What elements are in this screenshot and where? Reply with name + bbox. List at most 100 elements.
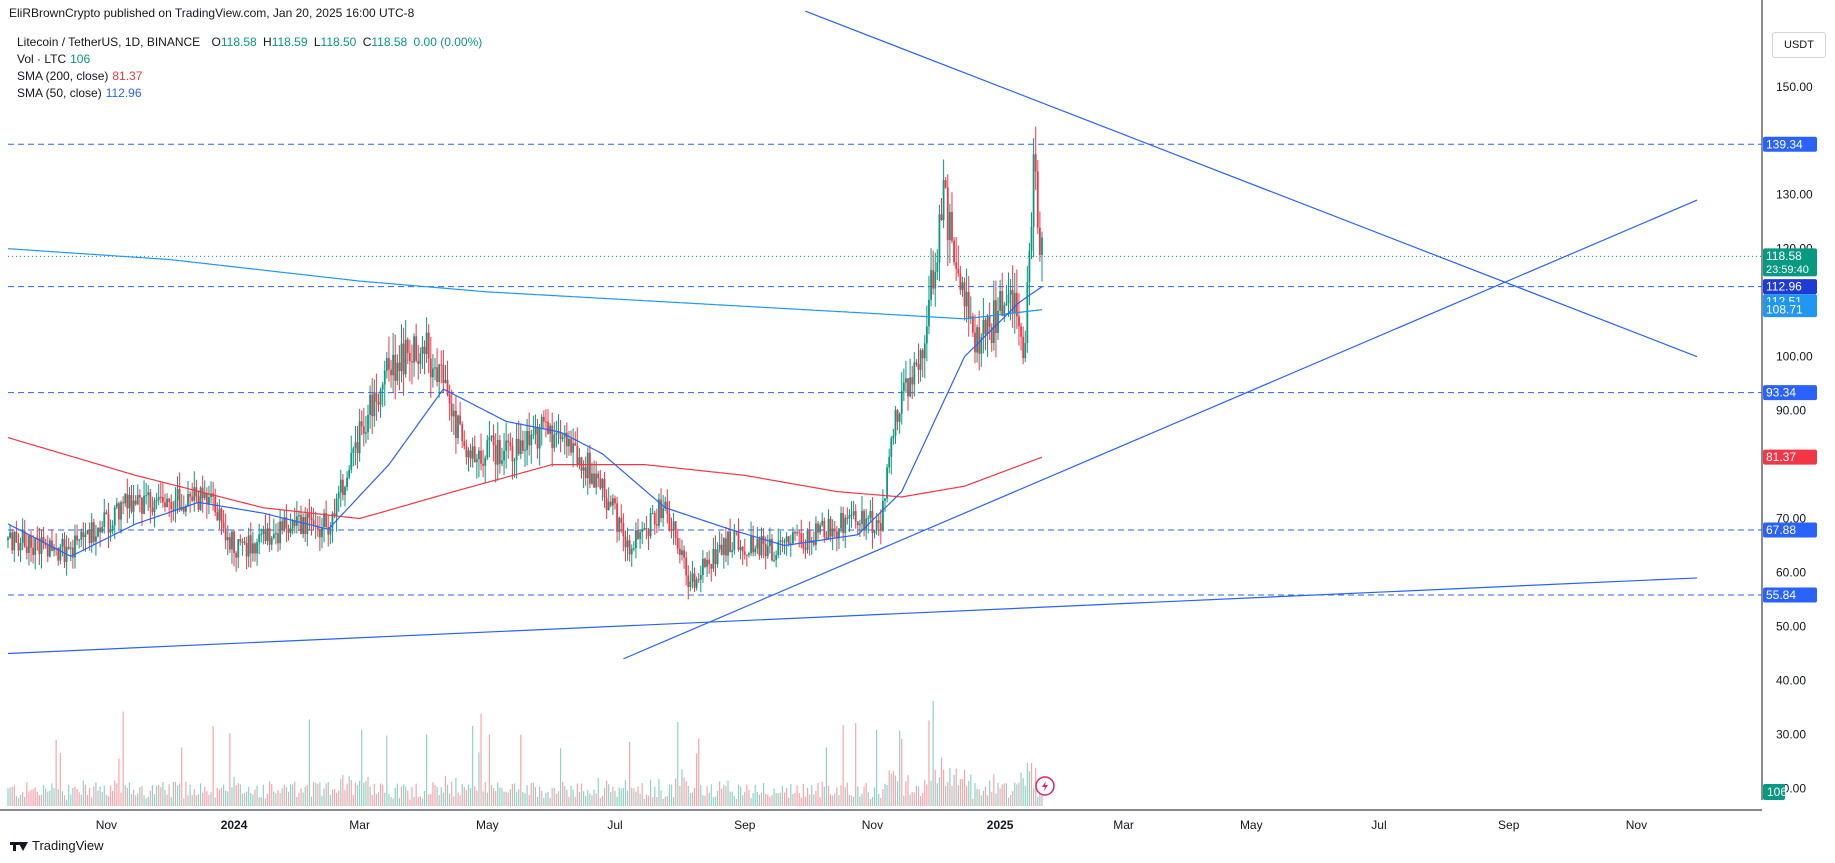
candle <box>597 473 600 479</box>
volume-bar <box>878 793 880 806</box>
candle <box>827 518 830 540</box>
symbol-ohlc-row[interactable]: Litecoin / TetherUS, 1D, BINANCE O118.58… <box>17 34 482 51</box>
volume-bar <box>28 791 30 806</box>
sma50-legend-row[interactable]: SMA (50, close) 112.96 <box>17 85 482 102</box>
candle <box>28 535 30 553</box>
volume-bar <box>162 781 164 806</box>
volume-bar <box>237 783 239 806</box>
volume-bar <box>792 794 794 806</box>
sma200-legend-row[interactable]: SMA (200, close) 81.37 <box>17 68 482 85</box>
candle <box>475 459 478 463</box>
volume-bar <box>677 721 679 806</box>
volume-bar <box>917 786 920 806</box>
currency-button[interactable]: USDT <box>1772 32 1826 58</box>
volume-bar <box>624 780 627 806</box>
candle <box>241 541 244 543</box>
volume-bar <box>829 794 832 806</box>
candle <box>323 513 325 528</box>
candle <box>78 539 81 541</box>
volume-bar <box>266 793 269 806</box>
candle <box>122 502 125 504</box>
trendline <box>623 199 1698 660</box>
volume-bars <box>7 700 1043 806</box>
candle <box>490 435 493 438</box>
candle <box>576 445 579 465</box>
candle <box>812 540 815 545</box>
candle <box>228 537 231 550</box>
candle <box>873 530 876 534</box>
volume-bar <box>545 792 547 806</box>
volume-bar <box>281 788 283 806</box>
volume-bar <box>488 734 491 806</box>
volume-bar <box>710 784 712 806</box>
volume-bar <box>310 796 313 806</box>
volume-bar <box>652 797 654 806</box>
volume-bar <box>871 796 874 806</box>
candle <box>425 332 428 354</box>
volume-bar <box>19 794 22 806</box>
candle <box>264 528 267 542</box>
volume-bar <box>507 792 509 806</box>
volume-bar <box>938 777 941 806</box>
candle <box>620 517 623 524</box>
candle <box>865 518 868 531</box>
volume-bar <box>72 787 74 806</box>
volume-bar <box>402 784 405 806</box>
volume-bar <box>698 738 700 806</box>
candle <box>959 273 962 290</box>
candle <box>532 434 535 436</box>
close-label: C <box>362 35 372 49</box>
candle <box>478 450 480 460</box>
candle <box>580 457 583 471</box>
volume-bar <box>66 799 68 806</box>
high-label: H <box>263 35 272 49</box>
volume-bar <box>995 793 997 806</box>
candle <box>25 546 28 553</box>
volume-bar <box>243 792 246 806</box>
candle <box>672 521 675 531</box>
volume-bar <box>687 785 689 806</box>
volume-bar <box>559 748 562 806</box>
event-lightning-icon <box>1035 776 1055 796</box>
volume-bar <box>74 786 76 806</box>
candle <box>88 530 91 543</box>
candle <box>986 316 989 334</box>
price-axis-label <box>1763 136 1817 152</box>
volume-bar <box>434 784 436 806</box>
volume-bar <box>499 787 501 806</box>
candle <box>653 513 656 525</box>
volume-bar <box>587 790 589 806</box>
candle <box>178 488 181 511</box>
volume-bar <box>1024 785 1026 806</box>
price-axis-label-text: 139.34 <box>1766 137 1803 151</box>
candle <box>647 530 650 537</box>
candle <box>614 498 616 504</box>
candle <box>413 336 415 363</box>
candle <box>262 528 265 534</box>
volume-bar <box>9 787 11 806</box>
candle <box>373 392 376 417</box>
volume-bar <box>467 784 470 806</box>
volume-bar <box>375 793 377 806</box>
volume-bar <box>302 792 304 806</box>
volume-legend-row[interactable]: Vol · LTC 106 <box>17 51 482 68</box>
volume-bar <box>836 787 838 806</box>
volume-bar <box>101 792 103 806</box>
volume-bar <box>509 789 511 806</box>
candle <box>572 443 575 453</box>
volume-bar <box>411 786 413 806</box>
candle <box>928 299 930 327</box>
candle <box>894 409 897 436</box>
volume-bar <box>641 783 643 806</box>
candle <box>350 452 353 470</box>
volume-bar <box>45 788 47 806</box>
volume-bar <box>363 782 365 806</box>
volume-bar <box>936 783 938 806</box>
candle <box>689 581 692 587</box>
candle <box>82 531 85 538</box>
volume-bar <box>727 780 729 806</box>
volume-bar <box>405 786 407 806</box>
symbol-title[interactable]: Litecoin / TetherUS, 1D, BINANCE <box>17 35 201 49</box>
tradingview-footer[interactable]: TradingView <box>10 838 104 853</box>
